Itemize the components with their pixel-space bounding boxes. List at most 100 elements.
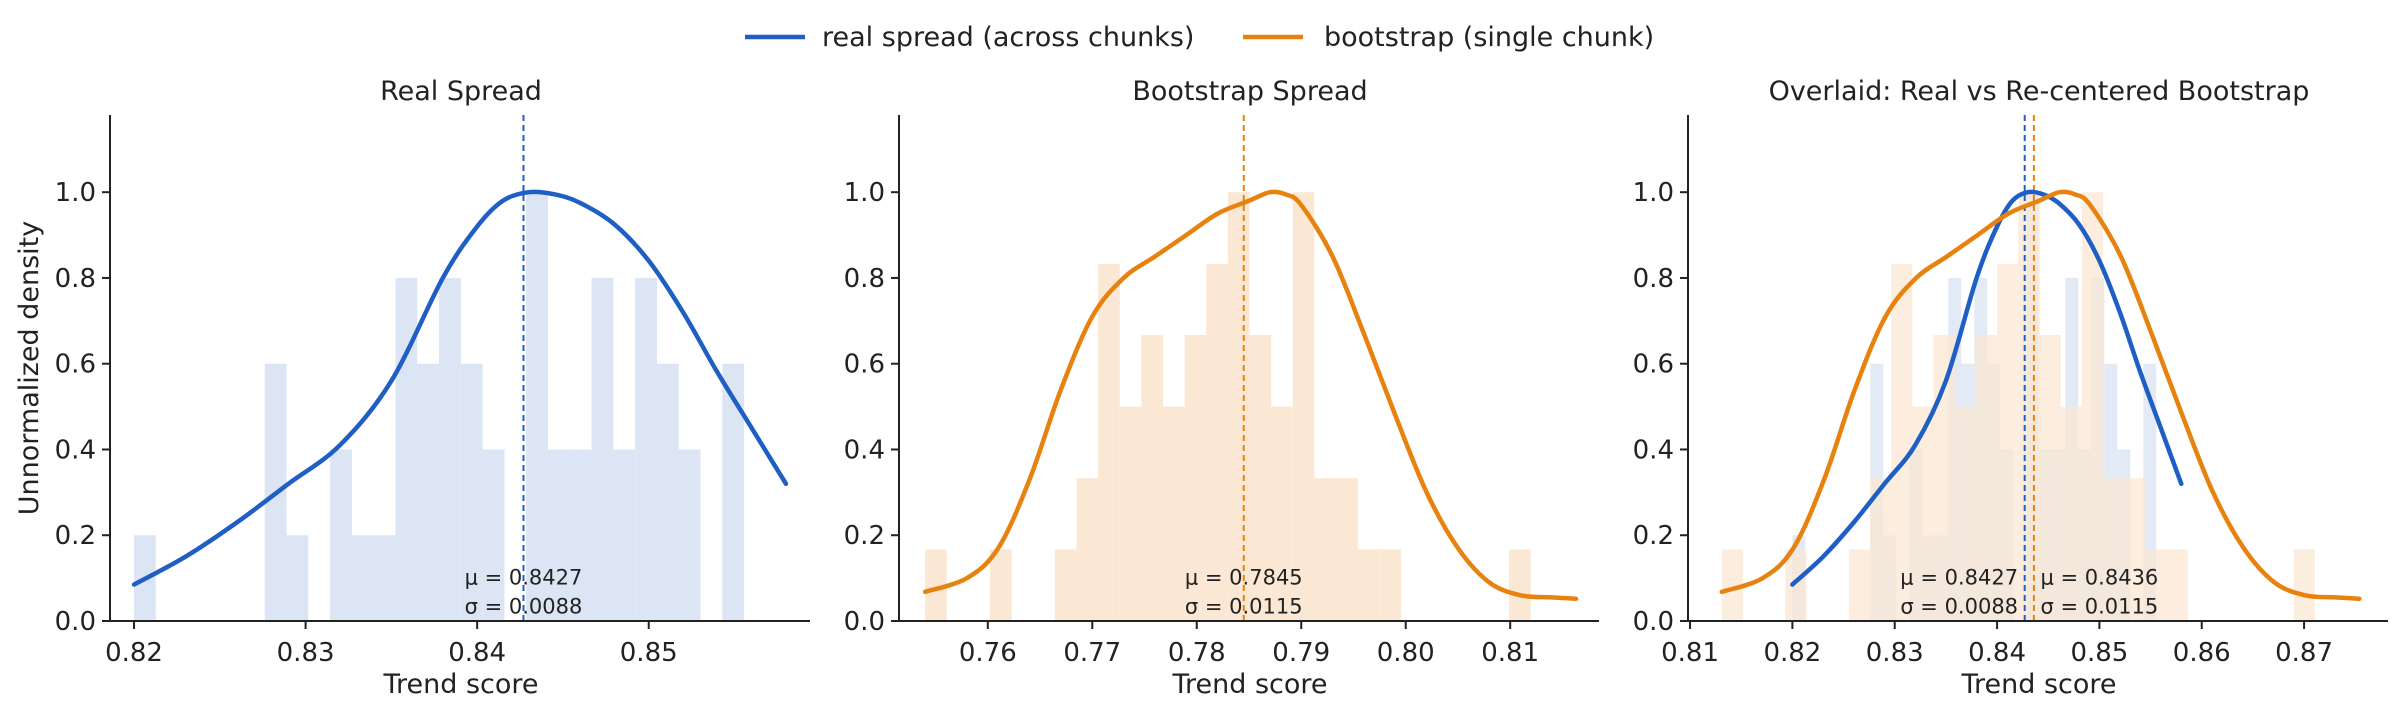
mean-label: μ = 0.8427 (1900, 566, 2018, 590)
y-tick-label: 0.2 (844, 521, 885, 551)
x-tick-label: 0.82 (1763, 638, 1821, 668)
histogram-bar (1314, 478, 1337, 621)
kde-curve-bootstrap (922, 189, 1579, 601)
histogram-bar (417, 363, 440, 621)
histogram-bar (482, 449, 505, 621)
histogram-bar (1785, 549, 1807, 621)
std-label: σ = 0.0115 (2041, 595, 2159, 619)
x-tick-label: 0.85 (2070, 638, 2128, 668)
y-tick-label: 0.2 (1633, 521, 1674, 551)
panel-3: 0.0 0.2 0.4 0.6 0.8 1.0 0.81 0.82 0.83 0.84 0.85 0.… (1633, 76, 2388, 700)
x-tick-label: 0.86 (2173, 638, 2231, 668)
x-tick-label: 0.83 (277, 638, 335, 668)
histogram-bar (656, 363, 679, 621)
histogram-bar (2145, 549, 2167, 621)
chart-panels: 0.0 0.2 0.4 0.6 0.8 1.0 0.82 0.83 0.84 0.85 Real S… (14, 76, 2388, 700)
y-tick-label: 0.4 (844, 435, 885, 465)
histogram-bar (1184, 334, 1207, 621)
histogram-bar (990, 549, 1012, 621)
panel-title: Bootstrap Spread (1132, 76, 1367, 107)
histogram-bar (1098, 263, 1120, 621)
y-tick-label: 0.0 (1633, 607, 1674, 637)
histogram-bar (722, 363, 745, 621)
histogram-bar (925, 549, 947, 621)
x-axis-label: Trend score (1171, 669, 1327, 700)
x-tick-label: 0.79 (1272, 638, 1330, 668)
x-tick-label: 0.80 (1377, 638, 1435, 668)
histogram-bar (1975, 334, 1998, 621)
histogram-bar (1227, 192, 1250, 621)
stats-annotation: μ = 0.7845 σ = 0.0115 (1185, 566, 1303, 619)
std-label: σ = 0.0115 (1185, 595, 1303, 619)
histogram-bar (569, 449, 592, 621)
x-tick-label: 0.85 (620, 638, 678, 668)
mean-label: μ = 0.8436 (2041, 566, 2159, 590)
y-tick-label: 0.6 (55, 350, 96, 380)
panel-2: 0.0 0.2 0.4 0.6 0.8 1.0 0.76 0.77 0.78 0.79 0.80 0.… (844, 76, 1599, 700)
mean-label: μ = 0.8427 (465, 566, 583, 590)
histogram-bar (1933, 334, 1955, 621)
y-tick-label: 0.4 (55, 435, 96, 465)
stats-annotation: μ = 0.8436 σ = 0.0115 (2041, 566, 2159, 619)
y-tick-label: 0.0 (844, 607, 885, 637)
histogram-bar (548, 449, 570, 621)
stats-annotation: μ = 0.8427 σ = 0.0088 (1900, 566, 2018, 619)
x-tick-label: 0.77 (1063, 638, 1121, 668)
y-tick-label: 0.2 (55, 521, 96, 551)
x-tick-label: 0.82 (105, 638, 163, 668)
x-tick-label: 0.84 (1968, 638, 2026, 668)
histogram-bar (1271, 406, 1293, 621)
histogram-bar (1141, 334, 1164, 621)
x-tick-label: 0.76 (959, 638, 1017, 668)
histogram-bar (1379, 549, 1401, 621)
histogram-bar (1357, 549, 1380, 621)
histogram-bar (2081, 192, 2104, 621)
histogram-bar (330, 449, 352, 621)
x-tick-label: 0.78 (1168, 638, 1226, 668)
y-tick-label: 0.8 (844, 264, 885, 294)
histogram-bootstrap_hist (1721, 192, 2315, 621)
x-tick-label: 0.81 (1481, 638, 1539, 668)
stats-annotation: μ = 0.8427 σ = 0.0088 (465, 566, 583, 619)
histogram-bar (439, 277, 461, 621)
histogram-bar (1054, 549, 1077, 621)
x-tick-label: 0.83 (1866, 638, 1924, 668)
histogram-bar (1870, 478, 1892, 621)
legend-label-0: real spread (across chunks) (822, 22, 1194, 53)
histogram-bar (2166, 549, 2188, 621)
legend: real spread (across chunks) bootstrap (si… (745, 22, 1654, 53)
panel-title: Overlaid: Real vs Re-centered Bootstrap (1769, 76, 2310, 107)
histogram-bar (1292, 192, 1315, 621)
y-tick-label: 0.6 (844, 350, 885, 380)
histogram-bar (1206, 263, 1228, 621)
histogram-bar (2103, 478, 2125, 621)
x-axis-label: Trend score (382, 669, 538, 700)
histogram-bar (1954, 406, 1976, 621)
std-label: σ = 0.0088 (465, 595, 583, 619)
histogram-real_hist (134, 192, 745, 621)
histogram-bar (2018, 192, 2040, 621)
histogram-bar (351, 535, 374, 621)
y-tick-label: 0.6 (1633, 350, 1674, 380)
mean-label: μ = 0.7845 (1185, 566, 1303, 590)
legend-label-1: bootstrap (single chunk) (1324, 22, 1654, 53)
histogram-bar (1997, 263, 2019, 621)
y-tick-label: 0.4 (1633, 435, 1674, 465)
histogram-bar (286, 535, 309, 621)
histogram-bar (635, 277, 657, 621)
panel-1: 0.0 0.2 0.4 0.6 0.8 1.0 0.82 0.83 0.84 0.85 Real S… (14, 76, 810, 700)
histogram-bar (373, 535, 396, 621)
histogram-bar (526, 192, 549, 621)
histogram-bar (1076, 478, 1099, 621)
y-tick-label: 0.0 (55, 607, 96, 637)
x-tick-label: 0.84 (448, 638, 506, 668)
histogram-bar (1336, 478, 1358, 621)
histogram-bar (1249, 334, 1272, 621)
histogram-bar (460, 363, 483, 621)
panel-title: Real Spread (380, 76, 542, 107)
y-tick-label: 1.0 (844, 178, 885, 208)
histogram-bar (613, 449, 636, 621)
y-tick-label: 0.8 (1633, 264, 1674, 294)
x-axis-label: Trend score (1960, 669, 2116, 700)
